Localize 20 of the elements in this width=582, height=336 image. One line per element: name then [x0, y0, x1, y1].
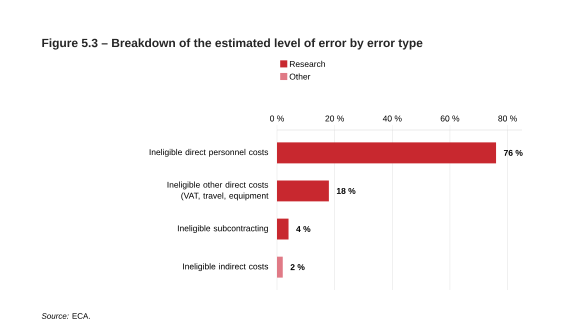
- bar: [277, 180, 329, 202]
- legend-label: Research: [290, 60, 325, 67]
- x-tick-label: 20 %: [325, 115, 344, 122]
- x-tick-label: 0 %: [270, 115, 284, 122]
- chart-title: Figure 5.3 – Breakdown of the estimated level of error by error type: [42, 38, 422, 50]
- bar: [277, 218, 289, 240]
- x-tick-label: 40 %: [382, 115, 402, 122]
- legend-label: Other: [290, 73, 310, 80]
- y-tick-label: Ineligible subcontracting: [178, 225, 268, 233]
- y-tick-label: Ineligible indirect costs: [183, 263, 268, 272]
- data-label: 76 %: [504, 150, 523, 156]
- data-label: 4 %: [296, 226, 310, 232]
- y-tick-label: Ineligible direct personnel costs: [150, 148, 268, 157]
- x-tick-label: 60 %: [440, 115, 460, 122]
- bar: [277, 256, 283, 278]
- y-tick-label: Ineligible other direct costs (VAT, travel, equipment: [168, 182, 268, 200]
- data-label: 2 %: [290, 264, 305, 270]
- data-label: 18 %: [336, 188, 356, 194]
- x-tick-label: 80 %: [498, 115, 517, 122]
- bar: [277, 142, 496, 164]
